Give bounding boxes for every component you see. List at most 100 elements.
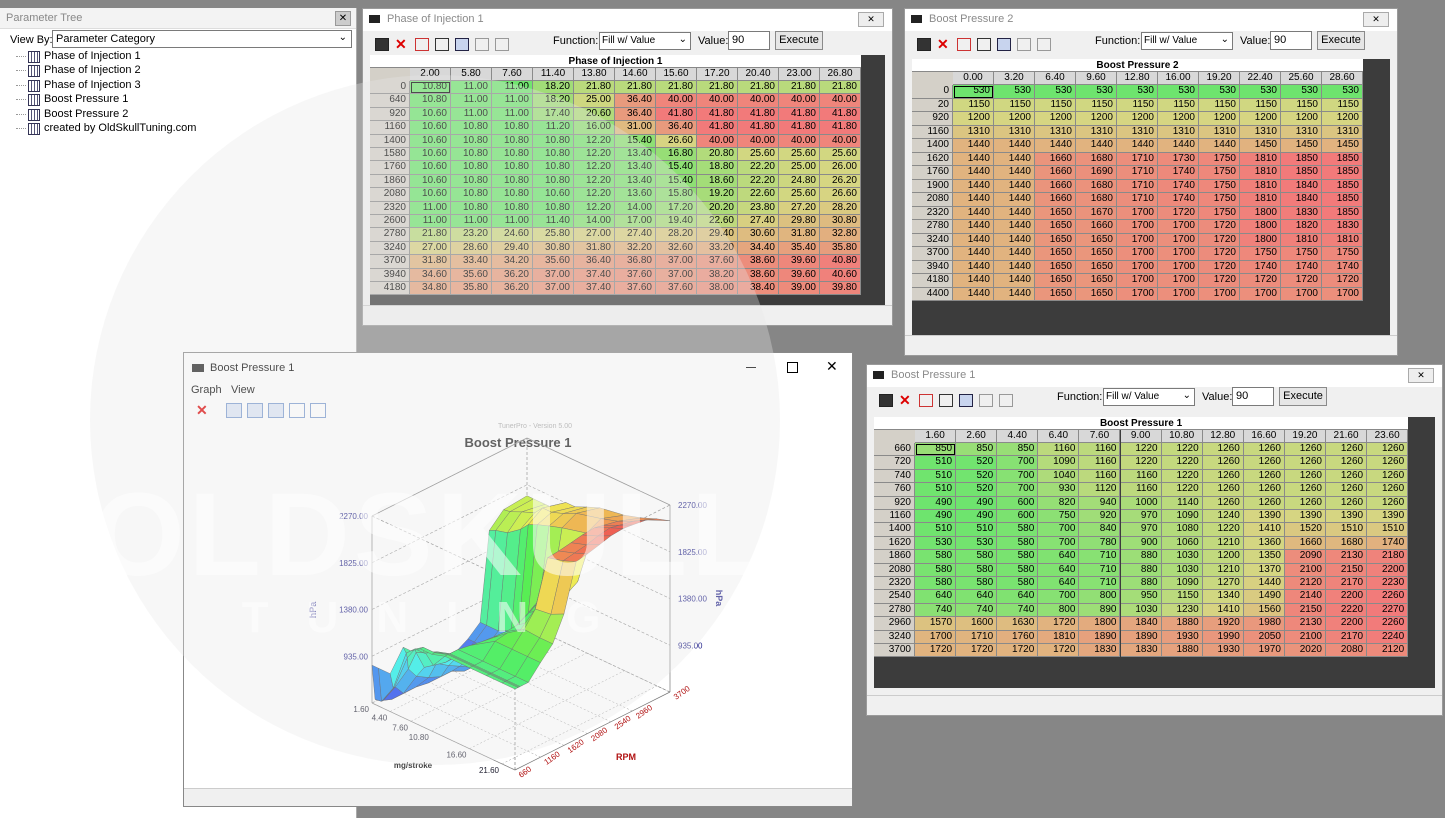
- table-cell[interactable]: 1030: [1161, 563, 1203, 577]
- table-cell[interactable]: 1260: [1284, 443, 1326, 457]
- table-cell[interactable]: 740: [915, 603, 957, 618]
- table-cell[interactable]: 14.00: [574, 215, 615, 229]
- table-cell[interactable]: 2180: [1367, 550, 1409, 564]
- table-cell[interactable]: 38.40: [738, 282, 779, 296]
- table-cell[interactable]: 41.80: [738, 107, 779, 122]
- table-cell[interactable]: 1700: [1158, 220, 1199, 234]
- table-cell[interactable]: 1890: [1120, 630, 1162, 644]
- table-cell[interactable]: 17.00: [615, 215, 656, 229]
- toolbar-icon[interactable]: [375, 38, 389, 51]
- menu-item[interactable]: View: [231, 384, 255, 396]
- table-cell[interactable]: 26.20: [820, 174, 861, 189]
- table-cell[interactable]: 2120: [1367, 644, 1409, 658]
- table-cell[interactable]: 1840: [1120, 617, 1162, 631]
- table-cell[interactable]: 1220: [1120, 443, 1162, 457]
- table-cell[interactable]: 1840: [1281, 193, 1322, 207]
- table-cell[interactable]: 10.60: [410, 174, 451, 189]
- table-cell[interactable]: 2170: [1326, 577, 1368, 591]
- table-cell[interactable]: 10.80: [492, 148, 533, 162]
- table-cell[interactable]: 2270: [1367, 603, 1409, 618]
- table-cell[interactable]: 1740: [1281, 260, 1322, 274]
- table-cell[interactable]: 1750: [1199, 193, 1240, 207]
- table-cell[interactable]: 640: [1038, 577, 1080, 591]
- table-cell[interactable]: 1720: [1199, 274, 1240, 288]
- toolbar-icon[interactable]: [1017, 38, 1031, 51]
- table-cell[interactable]: 41.80: [820, 107, 861, 122]
- table-cell[interactable]: 41.80: [697, 121, 738, 135]
- table-cell[interactable]: 10.60: [410, 121, 451, 135]
- table-cell[interactable]: 19.40: [656, 215, 697, 229]
- table-cell[interactable]: 11.00: [492, 81, 533, 95]
- table-cell[interactable]: 20.60: [574, 107, 615, 122]
- table-cell[interactable]: 13.60: [615, 188, 656, 202]
- table-cell[interactable]: 1410: [1243, 523, 1285, 537]
- table-cell[interactable]: 26.00: [820, 161, 861, 175]
- table-cell[interactable]: 1720: [1199, 260, 1240, 274]
- table-cell[interactable]: 900: [1120, 536, 1162, 551]
- table-cell[interactable]: 40.00: [697, 134, 738, 148]
- table-cell[interactable]: 1680: [1326, 536, 1368, 551]
- table-cell[interactable]: 37.60: [615, 268, 656, 282]
- table-cell[interactable]: 26.60: [820, 188, 861, 202]
- table-cell[interactable]: 1600: [956, 617, 998, 631]
- value-input[interactable]: 90: [1232, 387, 1274, 406]
- value-input[interactable]: 90: [1270, 31, 1312, 50]
- toolbar-icon[interactable]: [957, 38, 971, 51]
- table-cell[interactable]: 1260: [1202, 496, 1244, 510]
- table-cell[interactable]: 1720: [1199, 233, 1240, 247]
- table-cell[interactable]: 1440: [1076, 139, 1117, 153]
- table-cell[interactable]: 10.60: [410, 107, 451, 122]
- table-cell[interactable]: 1200: [1202, 550, 1244, 564]
- table-cell[interactable]: 1120: [1079, 483, 1121, 497]
- table-cell[interactable]: 1800: [1240, 233, 1281, 247]
- table-cell[interactable]: 1440: [994, 233, 1035, 247]
- tree-item[interactable]: Boost Pressure 2: [44, 107, 129, 120]
- table-cell[interactable]: 1740: [1322, 260, 1363, 274]
- table-cell[interactable]: 1720: [1158, 206, 1199, 220]
- table-cell[interactable]: 1720: [1038, 617, 1080, 631]
- table-cell[interactable]: 1800: [1240, 206, 1281, 220]
- table-cell[interactable]: 35.80: [451, 282, 492, 296]
- table-cell[interactable]: 1160: [1120, 469, 1162, 484]
- table-cell[interactable]: 1140: [1161, 496, 1203, 510]
- table-cell[interactable]: 19.20: [697, 188, 738, 202]
- table-cell[interactable]: 600: [997, 510, 1039, 524]
- table-cell[interactable]: 1260: [1284, 469, 1326, 484]
- table-cell[interactable]: 40.00: [738, 134, 779, 148]
- table-cell[interactable]: 1200: [1035, 112, 1076, 126]
- table-cell[interactable]: 35.60: [533, 255, 574, 269]
- table-cell[interactable]: 580: [915, 563, 957, 577]
- table-cell[interactable]: 1830: [1120, 644, 1162, 658]
- table-cell[interactable]: 1440: [953, 274, 994, 288]
- table-cell[interactable]: 1810: [1038, 630, 1080, 644]
- execute-button[interactable]: Execute: [775, 31, 823, 50]
- table-cell[interactable]: 880: [1120, 577, 1162, 591]
- table-cell[interactable]: 1810: [1281, 233, 1322, 247]
- toolbar-icon[interactable]: [310, 403, 326, 418]
- table-cell[interactable]: 1440: [953, 233, 994, 247]
- table-cell[interactable]: 1150: [1158, 98, 1199, 112]
- table-cell[interactable]: 10.80: [492, 134, 533, 148]
- toolbar-icon[interactable]: [289, 403, 305, 418]
- table-cell[interactable]: 1660: [1035, 152, 1076, 166]
- table-cell[interactable]: 41.80: [779, 121, 820, 135]
- table-cell[interactable]: 640: [1038, 550, 1080, 564]
- table-cell[interactable]: 41.80: [656, 107, 697, 122]
- table-cell[interactable]: 700: [1038, 590, 1080, 604]
- table-cell[interactable]: 1200: [953, 112, 994, 126]
- table-cell[interactable]: 25.60: [820, 148, 861, 162]
- table-cell[interactable]: 1310: [1240, 125, 1281, 139]
- table-cell[interactable]: 15.40: [656, 174, 697, 189]
- table-cell[interactable]: 1440: [994, 287, 1035, 301]
- table-cell[interactable]: 10.60: [410, 161, 451, 175]
- table-cell[interactable]: 25.60: [738, 148, 779, 162]
- table-cell[interactable]: 1880: [1161, 617, 1203, 631]
- table-cell[interactable]: 1220: [1161, 443, 1203, 457]
- table-cell[interactable]: 1440: [994, 152, 1035, 166]
- table-cell[interactable]: 970: [1120, 510, 1162, 524]
- table-cell[interactable]: 700: [1038, 536, 1080, 551]
- toolbar-icon[interactable]: [435, 38, 449, 51]
- table-cell[interactable]: 34.40: [738, 241, 779, 256]
- table-cell[interactable]: 10.80: [451, 174, 492, 189]
- table-cell[interactable]: 710: [1079, 550, 1121, 564]
